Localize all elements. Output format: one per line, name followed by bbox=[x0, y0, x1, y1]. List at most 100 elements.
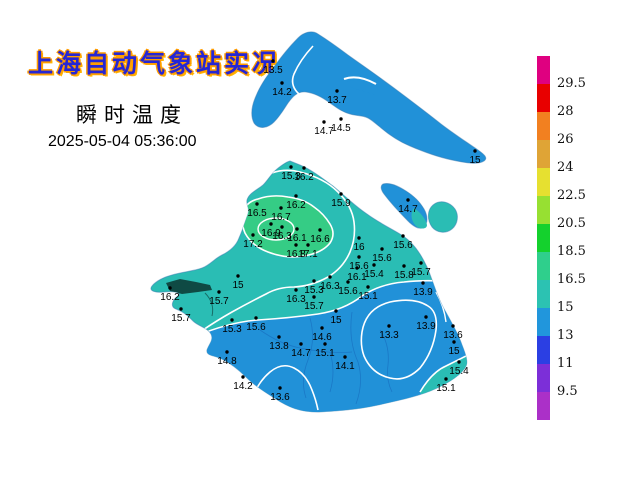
station-temperature-label: 16.6 bbox=[310, 234, 330, 245]
station-temperature-label: 17.2 bbox=[243, 239, 263, 250]
changxing-island bbox=[380, 183, 428, 229]
station-temperature-label: 16.1 bbox=[347, 272, 367, 283]
station-temperature-label: 16.3 bbox=[320, 281, 340, 292]
station-marker bbox=[280, 81, 284, 85]
legend-label: 20.5 bbox=[557, 216, 586, 231]
chongming-island bbox=[251, 31, 487, 164]
station-marker bbox=[421, 281, 425, 285]
station-temperature-label: 15.7 bbox=[209, 296, 229, 307]
legend-band bbox=[537, 84, 550, 112]
station-marker bbox=[318, 228, 322, 232]
station-marker bbox=[251, 233, 255, 237]
station-temperature-label: 15.7 bbox=[171, 313, 191, 324]
station-marker bbox=[277, 335, 281, 339]
station-marker bbox=[295, 227, 299, 231]
legend-band bbox=[537, 336, 550, 364]
station-marker bbox=[312, 295, 316, 299]
station-temperature-label: 13.5 bbox=[263, 65, 283, 76]
station-marker bbox=[355, 266, 359, 270]
station-temperature-label: 15.1 bbox=[358, 291, 378, 302]
station-marker bbox=[444, 377, 448, 381]
station-marker bbox=[343, 355, 347, 359]
station-temperature-label: 15.1 bbox=[315, 348, 335, 359]
station-temperature-label: 15.7 bbox=[411, 267, 431, 278]
station-temperature-label: 16.8 bbox=[286, 249, 306, 260]
station-marker bbox=[217, 290, 221, 294]
legend-band bbox=[537, 168, 550, 196]
legend-label: 11 bbox=[557, 356, 574, 371]
legend-label: 22.5 bbox=[557, 188, 586, 203]
station-marker bbox=[323, 342, 327, 346]
legend-band bbox=[537, 196, 550, 224]
station-temperature-label: 15 bbox=[330, 315, 342, 326]
legend-label: 16.5 bbox=[557, 272, 586, 287]
warm-green-patch bbox=[241, 195, 334, 258]
legend-band bbox=[537, 140, 550, 168]
station-marker bbox=[225, 350, 229, 354]
district-boundaries bbox=[259, 311, 393, 405]
station-temperature-label: 15.3 bbox=[222, 324, 242, 335]
station-marker bbox=[339, 117, 343, 121]
station-marker bbox=[271, 59, 275, 63]
station-marker bbox=[230, 318, 234, 322]
station-marker bbox=[406, 198, 410, 202]
station-temperature-label: 16.3 bbox=[286, 294, 306, 305]
station-temperature-label: 15.4 bbox=[364, 269, 384, 280]
station-temperature-label: 16.2 bbox=[160, 292, 180, 303]
station-temperature-label: 15.1 bbox=[436, 383, 456, 394]
station-temperature-label: 14.7 bbox=[291, 348, 311, 359]
chongming-boundary-line bbox=[291, 45, 314, 105]
legend-band bbox=[537, 280, 550, 308]
station-temperature-label: 14.7 bbox=[398, 204, 418, 215]
station-temperature-label: 13.9 bbox=[416, 321, 436, 332]
station-marker bbox=[280, 225, 284, 229]
station-marker bbox=[357, 255, 361, 259]
station-marker bbox=[236, 274, 240, 278]
station-marker bbox=[269, 222, 273, 226]
station-temperature-label: 15.7 bbox=[304, 301, 324, 312]
station-temperature-label: 15.6 bbox=[372, 253, 392, 264]
station-marker bbox=[339, 192, 343, 196]
legend-label: 9.5 bbox=[557, 384, 578, 399]
station-temperature-label: 13.9 bbox=[413, 287, 433, 298]
station-marker bbox=[335, 89, 339, 93]
legend-band bbox=[537, 392, 550, 420]
station-marker bbox=[346, 280, 350, 284]
legend-label: 29.5 bbox=[557, 76, 586, 91]
station-temperature-label: 16 bbox=[353, 242, 365, 253]
legend-color-bar bbox=[537, 56, 550, 420]
station-temperature-label: 15.9 bbox=[331, 198, 351, 209]
station-temperature-label: 15.8 bbox=[394, 270, 414, 281]
station-temperature-label: 15.6 bbox=[338, 286, 358, 297]
station-temperature-label: 13.8 bbox=[269, 341, 289, 352]
station-temperature-label: 15 bbox=[232, 280, 244, 291]
station-temperature-label: 15 bbox=[448, 346, 460, 357]
station-marker bbox=[279, 206, 283, 210]
station-temperature-label: 15.3 bbox=[281, 171, 301, 182]
legend-band bbox=[537, 224, 550, 252]
station-temperature-label: 16.1 bbox=[287, 233, 307, 244]
legend-label: 28 bbox=[557, 104, 574, 119]
page-title: 上海自动气象站实况 bbox=[28, 50, 281, 78]
station-marker bbox=[322, 120, 326, 124]
station-marker bbox=[254, 316, 258, 320]
hengsha-island bbox=[427, 201, 458, 233]
station-marker bbox=[451, 324, 455, 328]
station-temperature-label: 16.2 bbox=[286, 200, 306, 211]
legend-label: 24 bbox=[557, 160, 574, 175]
station-temperature-label: 16.9 bbox=[261, 228, 281, 239]
contour-16 bbox=[199, 169, 356, 333]
station-marker bbox=[179, 307, 183, 311]
legend-band bbox=[537, 308, 550, 336]
contour-13-east bbox=[360, 299, 438, 380]
station-temperature-label: 16.5 bbox=[247, 208, 267, 219]
station-temperature-label: 17.1 bbox=[298, 249, 318, 260]
station-marker bbox=[366, 285, 370, 289]
station-marker bbox=[306, 243, 310, 247]
legend-label: 15 bbox=[557, 300, 574, 315]
station-marker bbox=[294, 288, 298, 292]
legend-label: 26 bbox=[557, 132, 574, 147]
station-marker bbox=[328, 275, 332, 279]
